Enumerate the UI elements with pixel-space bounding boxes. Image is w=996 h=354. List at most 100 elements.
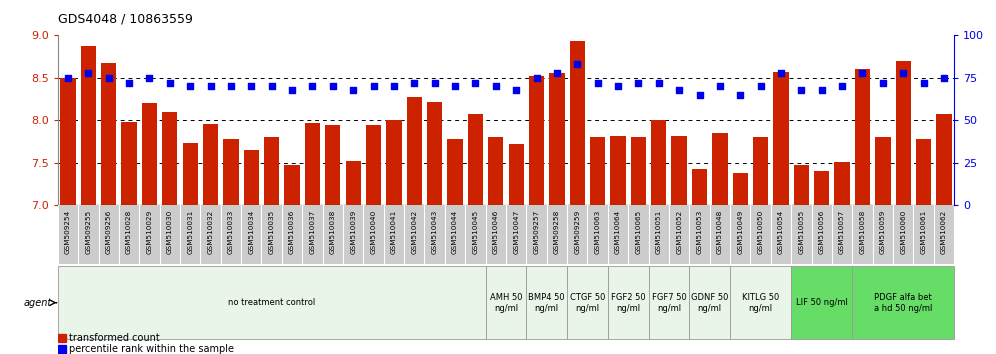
Text: GSM510045: GSM510045	[472, 210, 478, 254]
Text: GSM510032: GSM510032	[207, 210, 213, 254]
Point	[895, 70, 911, 76]
Point	[81, 70, 97, 76]
Bar	[182, 143, 198, 205]
Text: LIF 50 ng/ml: LIF 50 ng/ml	[796, 298, 848, 307]
Text: GDS4048 / 10863559: GDS4048 / 10863559	[58, 12, 192, 25]
Text: GSM510041: GSM510041	[390, 210, 397, 254]
Bar	[162, 112, 177, 205]
Text: GSM509258: GSM509258	[554, 210, 560, 254]
Point	[488, 84, 504, 89]
Bar	[651, 120, 666, 205]
Bar	[447, 139, 463, 205]
Text: GSM510034: GSM510034	[248, 210, 254, 254]
Point	[529, 75, 545, 81]
Text: GSM510054: GSM510054	[778, 210, 784, 254]
Text: GSM510059: GSM510059	[879, 210, 885, 254]
Point	[611, 84, 626, 89]
Text: GSM510042: GSM510042	[411, 210, 417, 254]
Text: GSM510053: GSM510053	[696, 210, 702, 254]
Text: GSM510048: GSM510048	[717, 210, 723, 254]
Bar	[101, 63, 117, 205]
Point	[447, 84, 463, 89]
Bar	[855, 69, 871, 205]
Bar	[509, 144, 524, 205]
Bar	[794, 165, 809, 205]
Bar	[141, 103, 157, 205]
Bar	[488, 137, 503, 205]
Point	[467, 80, 483, 86]
Bar	[875, 137, 890, 205]
Bar	[773, 72, 789, 205]
Bar	[590, 137, 606, 205]
Text: AMH 50
ng/ml: AMH 50 ng/ml	[490, 293, 522, 313]
Point	[243, 84, 259, 89]
Point	[60, 75, 76, 81]
Point	[366, 84, 381, 89]
Bar	[692, 169, 707, 205]
Point	[915, 80, 931, 86]
Text: GSM510052: GSM510052	[676, 210, 682, 254]
Point	[346, 87, 362, 93]
Bar	[689, 266, 730, 339]
Text: GSM510039: GSM510039	[351, 210, 357, 254]
Text: FGF2 50
ng/ml: FGF2 50 ng/ml	[611, 293, 645, 313]
Point	[284, 87, 300, 93]
Point	[264, 84, 280, 89]
Text: GSM510065: GSM510065	[635, 210, 641, 254]
Text: GSM510061: GSM510061	[920, 210, 926, 254]
Text: CTGF 50
ng/ml: CTGF 50 ng/ml	[570, 293, 606, 313]
Bar	[406, 97, 422, 205]
Text: GSM510057: GSM510057	[839, 210, 846, 254]
Bar	[223, 139, 239, 205]
Bar	[526, 266, 567, 339]
Point	[182, 84, 198, 89]
Bar	[386, 120, 401, 205]
Point	[202, 84, 218, 89]
Text: GSM510031: GSM510031	[187, 210, 193, 254]
Bar	[427, 102, 442, 205]
Point	[570, 62, 586, 67]
Bar	[835, 162, 850, 205]
Point	[712, 84, 728, 89]
Point	[691, 92, 707, 98]
Text: KITLG 50
ng/ml: KITLG 50 ng/ml	[742, 293, 779, 313]
Point	[753, 84, 769, 89]
Point	[814, 87, 830, 93]
Text: GSM510028: GSM510028	[126, 210, 132, 254]
Point	[426, 80, 442, 86]
Bar	[671, 136, 687, 205]
Text: GSM509257: GSM509257	[534, 210, 540, 254]
Bar	[895, 61, 911, 205]
Bar	[81, 46, 96, 205]
Text: transformed count: transformed count	[69, 333, 159, 343]
Bar	[630, 137, 646, 205]
Bar	[346, 161, 361, 205]
Point	[305, 84, 321, 89]
Text: GSM510029: GSM510029	[146, 210, 152, 254]
Point	[590, 80, 606, 86]
Point	[630, 80, 646, 86]
Bar	[468, 114, 483, 205]
Text: GSM510051: GSM510051	[655, 210, 661, 254]
Text: GSM510047: GSM510047	[513, 210, 519, 254]
Text: percentile rank within the sample: percentile rank within the sample	[69, 344, 234, 354]
Text: GSM510056: GSM510056	[819, 210, 825, 254]
Text: GSM510037: GSM510037	[310, 210, 316, 254]
Text: GSM509259: GSM509259	[575, 210, 581, 254]
Text: GSM510049: GSM510049	[737, 210, 743, 254]
Bar	[853, 266, 954, 339]
Bar	[203, 124, 218, 205]
Point	[671, 87, 687, 93]
Bar	[486, 266, 526, 339]
Point	[325, 84, 341, 89]
Text: GSM510055: GSM510055	[799, 210, 805, 254]
Text: GSM510038: GSM510038	[330, 210, 336, 254]
Bar	[936, 114, 951, 205]
Bar	[61, 78, 76, 205]
Text: GSM510046: GSM510046	[493, 210, 499, 254]
Bar	[529, 76, 544, 205]
Point	[732, 92, 748, 98]
Bar	[58, 266, 486, 339]
Bar	[712, 133, 727, 205]
Bar	[244, 150, 259, 205]
